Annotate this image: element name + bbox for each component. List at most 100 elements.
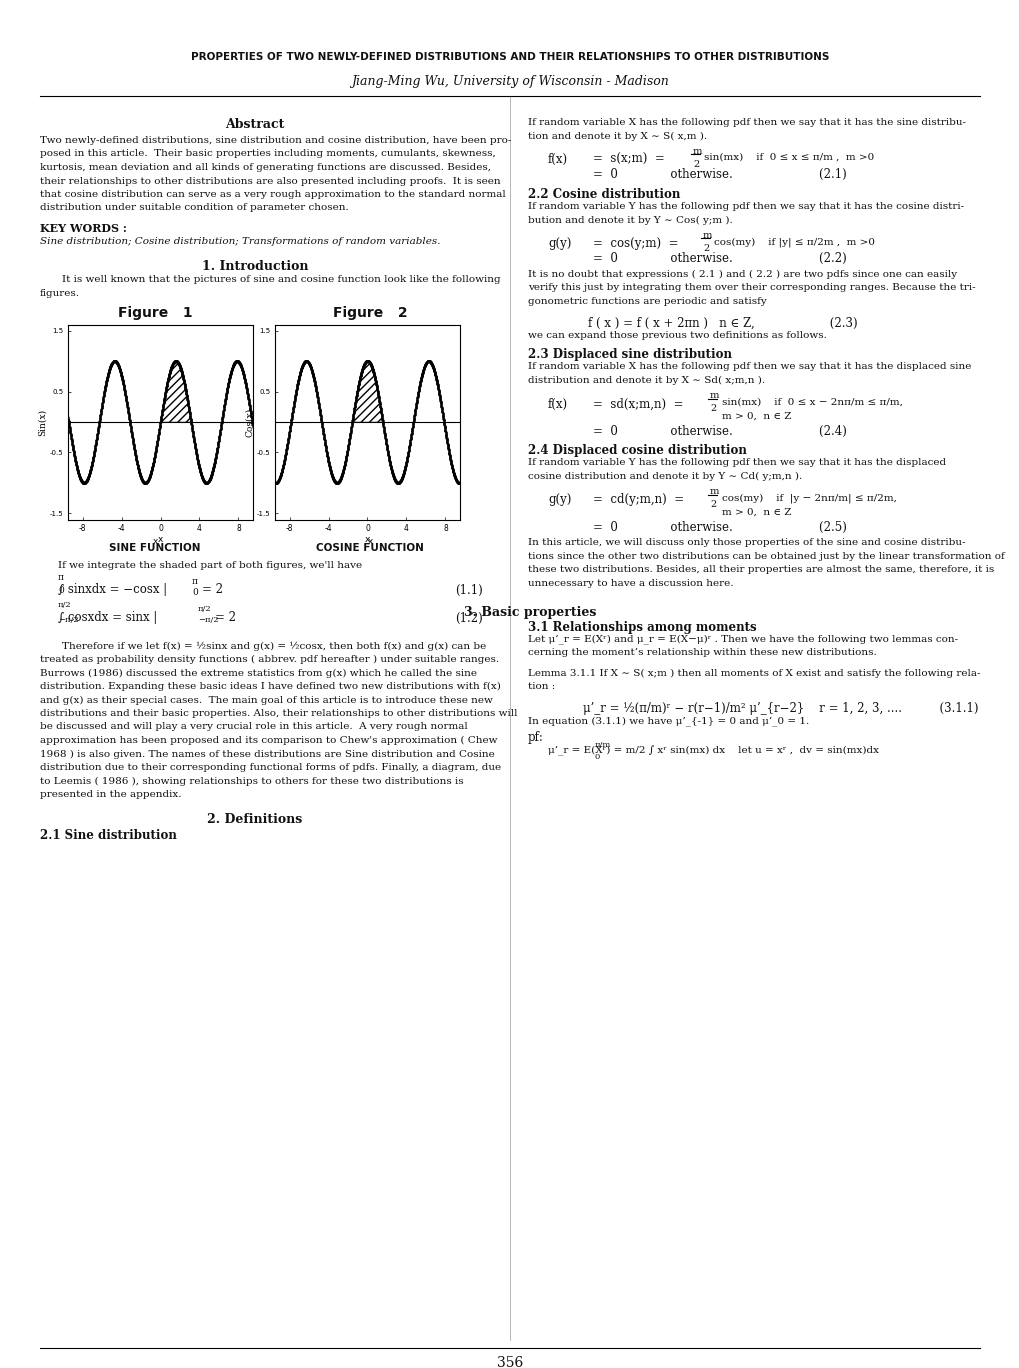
Text: f(x): f(x) [547,398,568,410]
Text: (1.2): (1.2) [454,611,482,625]
Text: =  0              otherwise.                       (2.5): = 0 otherwise. (2.5) [592,520,846,534]
Text: m: m [709,487,718,497]
Text: cos(my)    if |y| ≤ π/2m ,  m >0: cos(my) if |y| ≤ π/2m , m >0 [713,237,874,246]
Text: In this article, we will discuss only those properties of the sine and cosine di: In this article, we will discuss only th… [528,539,965,547]
Text: If we integrate the shaded part of both figures, we'll have: If we integrate the shaded part of both … [58,561,362,570]
Text: treated as probability density functions ( abbrev. pdf hereafter ) under suitabl: treated as probability density functions… [40,655,498,663]
Text: Abstract: Abstract [225,118,284,131]
Text: and g(x) as their special cases.  The main goal of this article is to introduce : and g(x) as their special cases. The mai… [40,695,492,705]
Text: COSINE FUNCTION: COSINE FUNCTION [316,543,424,554]
Text: π/m: π/m [594,741,610,750]
Text: If random variable X has the following pdf then we say that it has the displaced: If random variable X has the following p… [528,363,970,372]
Text: π: π [58,573,64,583]
Text: cos(my)    if  |y − 2nπ/m| ≤ π/2m,: cos(my) if |y − 2nπ/m| ≤ π/2m, [721,494,896,503]
Text: π/2: π/2 [198,606,211,613]
Text: Lemma 3.1.1 If X ∼ S( x;m ) then all moments of X exist and satisfy the followin: Lemma 3.1.1 If X ∼ S( x;m ) then all mom… [528,669,979,677]
Text: m > 0,  n ∈ Z: m > 0, n ∈ Z [721,412,791,420]
Text: 2: 2 [702,244,708,253]
Text: π: π [192,577,198,587]
Text: m: m [692,146,702,156]
Text: distribution. Expanding these basic ideas I have defined two new distributions w: distribution. Expanding these basic idea… [40,683,500,691]
X-axis label: x: x [158,535,163,543]
Text: g(y): g(y) [547,494,571,506]
Text: 2.1 Sine distribution: 2.1 Sine distribution [40,829,176,843]
Text: kurtosis, mean deviation and all kinds of generating functions are discussed. Be: kurtosis, mean deviation and all kinds o… [40,163,490,172]
Text: 2. Definitions: 2. Definitions [207,814,303,826]
Text: tions since the other two distributions can be obtained just by the linear trans: tions since the other two distributions … [528,553,1004,561]
Text: It is no doubt that expressions ( 2.1 ) and ( 2.2 ) are two pdfs since one can e: It is no doubt that expressions ( 2.1 ) … [528,269,956,279]
Text: cerning the moment’s relationship within these new distributions.: cerning the moment’s relationship within… [528,648,876,657]
Text: ∫ sinxdx = −cosx |: ∫ sinxdx = −cosx | [58,584,167,596]
Y-axis label: Sin(x): Sin(x) [38,409,47,435]
Text: 2.2 Cosine distribution: 2.2 Cosine distribution [528,187,680,201]
Text: verify this just by integrating them over their corresponding ranges. Because th: verify this just by integrating them ove… [528,283,974,293]
Text: μ’_r = ½(π/m)ʳ − r(r−1)/m² μ’_{r−2}    r = 1, 2, 3, ....          (3.1.1): μ’_r = ½(π/m)ʳ − r(r−1)/m² μ’_{r−2} r = … [583,703,977,715]
Text: ∫ cosxdx = sinx |: ∫ cosxdx = sinx | [58,611,157,625]
Text: 3. Basic properties: 3. Basic properties [464,606,595,620]
Text: π/2: π/2 [58,602,71,610]
Text: 2: 2 [709,501,715,509]
Text: In equation (3.1.1) we have μ’_{-1} = 0 and μ’_0 = 1.: In equation (3.1.1) we have μ’_{-1} = 0 … [528,717,808,726]
Text: 2.4 Displaced cosine distribution: 2.4 Displaced cosine distribution [528,445,746,457]
Text: pf:: pf: [528,732,543,744]
Text: 3.1 Relationships among moments: 3.1 Relationships among moments [528,621,756,635]
Text: figures.: figures. [40,289,79,298]
Text: Therefore if we let f(x) = ½sinx and g(x) = ½cosx, then both f(x) and g(x) can b: Therefore if we let f(x) = ½sinx and g(x… [62,642,486,651]
Text: 1968 ) is also given. The names of these distributions are Sine distribution and: 1968 ) is also given. The names of these… [40,750,494,759]
X-axis label: x: x [365,535,370,543]
Text: m: m [702,231,711,239]
Text: we can expand those previous two definitions as follows.: we can expand those previous two definit… [528,331,826,341]
Text: 1. Introduction: 1. Introduction [202,260,308,272]
Text: m > 0,  n ∈ Z: m > 0, n ∈ Z [721,508,791,517]
Text: = 2: = 2 [202,584,223,596]
Text: (1.1): (1.1) [454,584,482,596]
Text: cosine distribution and denote it by Y ∼ Cd( y;m,n ).: cosine distribution and denote it by Y ∼… [528,472,802,482]
Text: tion and denote it by X ∼ S( x,m ).: tion and denote it by X ∼ S( x,m ). [528,131,706,141]
Text: =  sd(x;m,n)  =: = sd(x;m,n) = [592,398,683,410]
Text: to Leemis ( 1986 ), showing relationships to others for these two distributions : to Leemis ( 1986 ), showing relationship… [40,777,464,785]
Y-axis label: Cos(x): Cos(x) [245,408,254,436]
Text: It is well known that the pictures of sine and cosine function look like the fol: It is well known that the pictures of si… [62,275,500,285]
Text: distribution and denote it by X ∼ Sd( x;m,n ).: distribution and denote it by X ∼ Sd( x;… [528,376,764,386]
Text: their relationships to other distributions are also presented including proofs. : their relationships to other distributio… [40,176,500,186]
Text: If random variable Y has the following pdf then we say that it has the displaced: If random variable Y has the following p… [528,458,946,468]
Text: If random variable X has the following pdf then we say that it has the sine dist: If random variable X has the following p… [528,118,965,127]
Text: =  0              otherwise.                       (2.2): = 0 otherwise. (2.2) [592,252,846,265]
Text: 0: 0 [192,588,198,598]
Text: these two distributions. Besides, all their properties are almost the same, ther: these two distributions. Besides, all th… [528,565,994,575]
Text: = 2: = 2 [215,611,235,625]
Text: distribution due to their corresponding functional forms of pdfs. Finally, a dia: distribution due to their corresponding … [40,763,500,772]
Text: tion :: tion : [528,683,554,691]
Text: Figure   2: Figure 2 [332,306,407,320]
Text: unnecessary to have a discussion here.: unnecessary to have a discussion here. [528,579,733,588]
Text: that cosine distribution can serve as a very rough approximation to the standard: that cosine distribution can serve as a … [40,190,505,198]
Text: bution and denote it by Y ∼ Cos( y;m ).: bution and denote it by Y ∼ Cos( y;m ). [528,216,732,224]
Text: −π/2: −π/2 [198,617,218,625]
Text: −π/2: −π/2 [58,617,78,625]
Text: distributions and their basic properties. Also, their relationships to other dis: distributions and their basic properties… [40,709,517,718]
Text: x: x [152,538,158,546]
Text: posed in this article.  Their basic properties including moments, cumulants, ske: posed in this article. Their basic prope… [40,149,495,159]
Text: x: x [367,538,372,546]
Text: =  0              otherwise.                       (2.1): = 0 otherwise. (2.1) [592,168,846,181]
Text: gonometric functions are periodic and satisfy: gonometric functions are periodic and sa… [528,297,766,306]
Text: 2.3 Displaced sine distribution: 2.3 Displaced sine distribution [528,349,732,361]
Text: sin(mx)    if  0 ≤ x ≤ π/m ,  m >0: sin(mx) if 0 ≤ x ≤ π/m , m >0 [703,153,873,161]
Text: g(y): g(y) [547,237,571,250]
Text: =  s(x;m)  =: = s(x;m) = [592,153,664,166]
Text: Burrows (1986) discussed the extreme statistics from g(x) which he called the si: Burrows (1986) discussed the extreme sta… [40,669,477,677]
Text: f(x): f(x) [547,153,568,166]
Text: =  cd(y;m,n)  =: = cd(y;m,n) = [592,494,684,506]
Text: sin(mx)    if  0 ≤ x − 2nπ/m ≤ π/m,: sin(mx) if 0 ≤ x − 2nπ/m ≤ π/m, [721,398,902,406]
Text: KEY WORDS :: KEY WORDS : [40,223,126,234]
Text: =  0              otherwise.                       (2.4): = 0 otherwise. (2.4) [592,424,846,438]
Text: f ( x ) = f ( x + 2πn )   n ∈ Z,                    (2.3): f ( x ) = f ( x + 2πn ) n ∈ Z, (2.3) [587,316,857,330]
Text: PROPERTIES OF TWO NEWLY-DEFINED DISTRIBUTIONS AND THEIR RELATIONSHIPS TO OTHER D: PROPERTIES OF TWO NEWLY-DEFINED DISTRIBU… [191,52,828,62]
Text: 2: 2 [709,405,715,413]
Text: SINE FUNCTION: SINE FUNCTION [109,543,201,554]
Text: approximation has been proposed and its comparison to Chew's approximation ( Che: approximation has been proposed and its … [40,736,497,746]
Text: 356: 356 [496,1356,523,1368]
Text: Two newly-defined distributions, sine distribution and cosine distribution, have: Two newly-defined distributions, sine di… [40,135,511,145]
Text: =  cos(y;m)  =: = cos(y;m) = [592,237,678,250]
Text: 0: 0 [58,587,63,595]
